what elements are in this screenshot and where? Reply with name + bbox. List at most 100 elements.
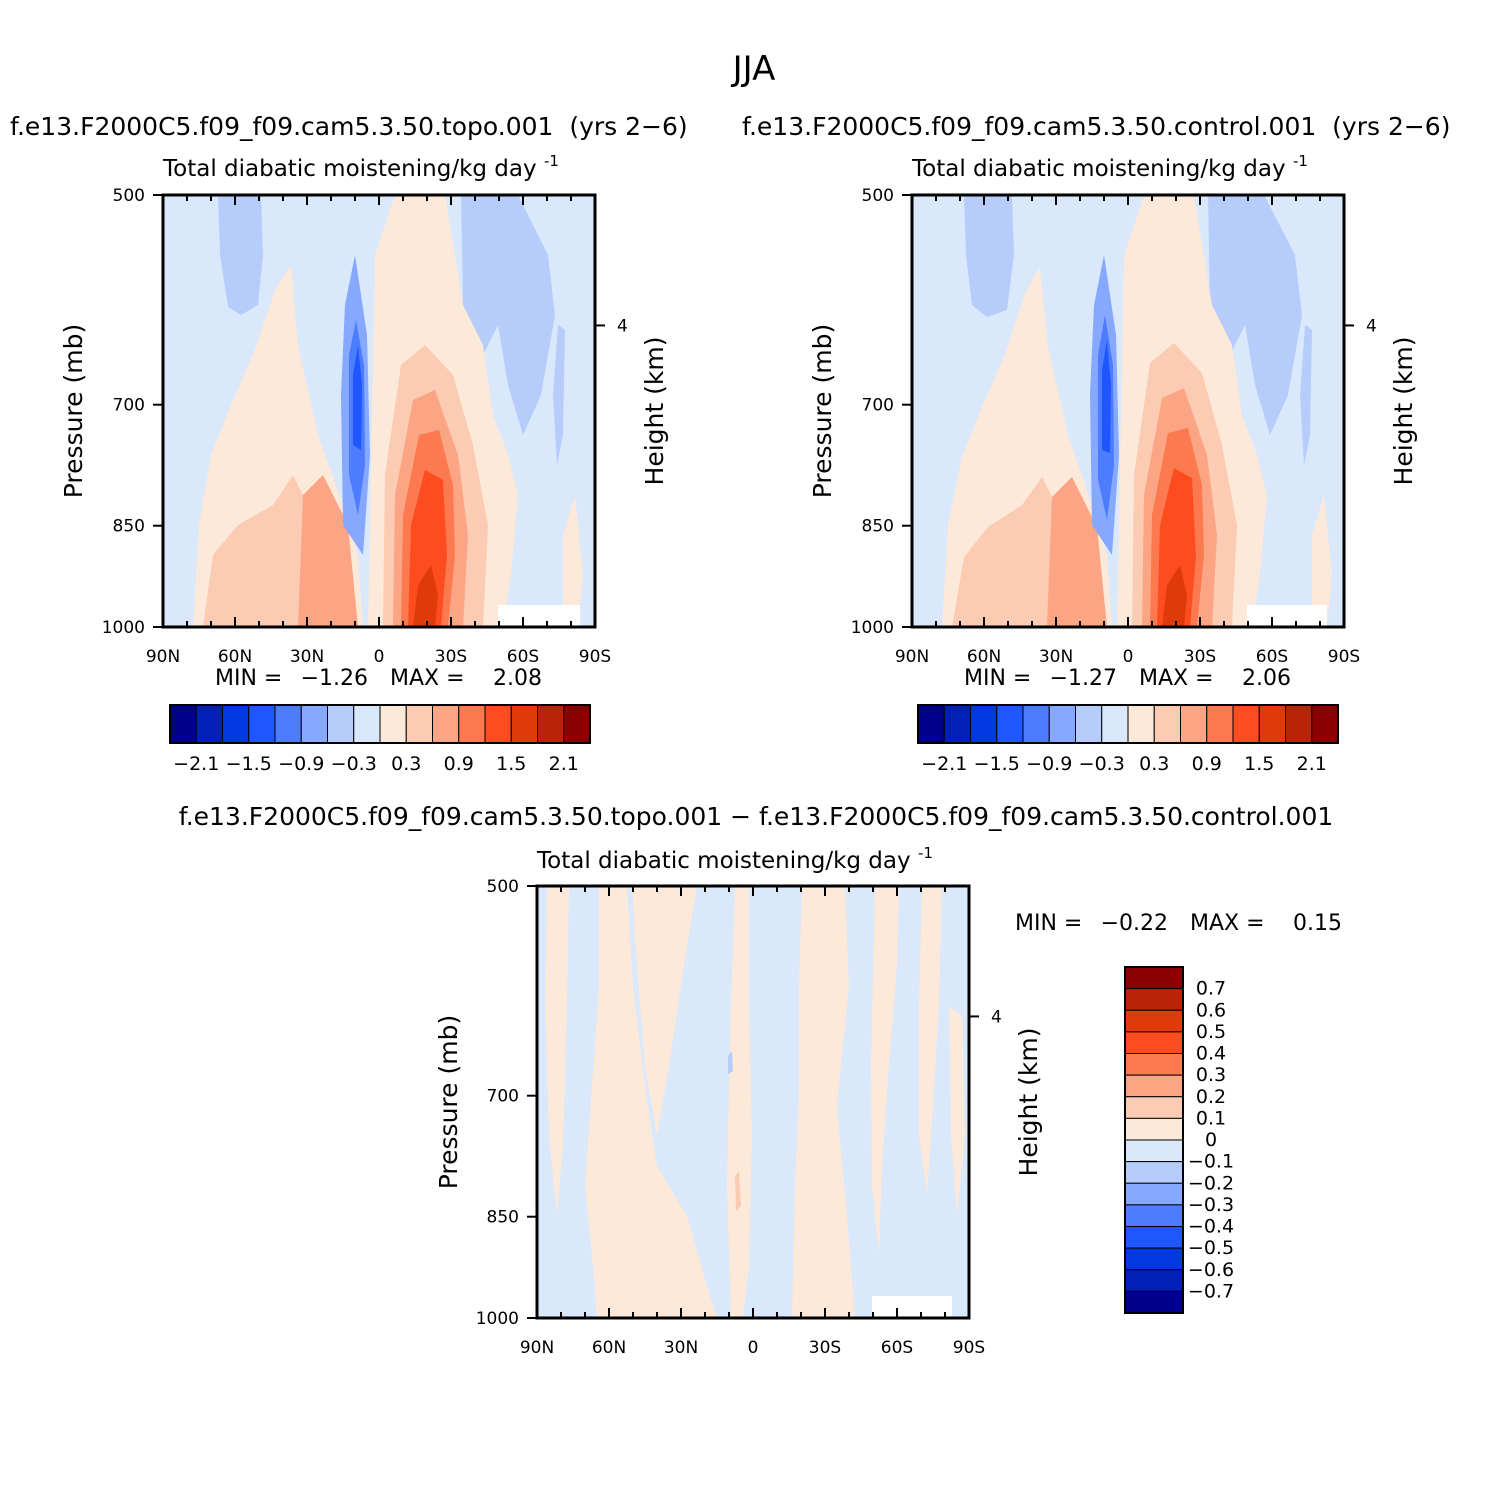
- colorbar-tick-label: 2.1: [1297, 753, 1327, 775]
- colorbar-swatch: [1124, 1031, 1184, 1054]
- x-tick-label: 60N: [592, 1338, 626, 1358]
- panel-topo-max-value: 2.08: [493, 666, 542, 691]
- field-missing-region: [1247, 605, 1327, 627]
- colorbar-tick-label: −2.1: [173, 753, 219, 775]
- panel-difference-axes: 90N 60N 30N 0 30S 60S 90S 500 700 850 1000 4: [476, 877, 1002, 1358]
- y-tick-label: 500: [487, 877, 519, 897]
- panel-difference-title: Total diabatic moistening/kg day -1: [536, 844, 933, 874]
- x-tick-label: 60N: [218, 647, 252, 667]
- panel-topo-y2-label: Height (km): [640, 337, 669, 486]
- panel-topo-max-label: MAX =: [390, 666, 465, 691]
- colorbar-tick-label: −0.3: [1079, 753, 1125, 775]
- colorbar-tick-label: −2.1: [921, 753, 967, 775]
- colorbar-frame: [1124, 966, 1184, 1314]
- colorbar-swatch: [1180, 704, 1208, 744]
- colorbar-tick-label: 0.9: [1192, 753, 1222, 775]
- field-neg-band-sh: [461, 195, 555, 435]
- field-pos-strip-3: [632, 886, 697, 1136]
- colorbar-swatch: [1022, 704, 1050, 744]
- y-tick-label: 850: [113, 517, 145, 537]
- panel-control-x-axis: 90N 60N 30N 0 30S 60S 90S: [895, 195, 1360, 667]
- x-tick-label: 90S: [1328, 647, 1360, 667]
- colorbar-tick-label: 0.2: [1196, 1086, 1226, 1108]
- panel-difference-max-value: 0.15: [1293, 911, 1342, 936]
- panel-control-header: f.e13.F2000C5.f09_f09.cam5.3.50.control.…: [742, 112, 1450, 141]
- colorbar-swatch: [1258, 704, 1286, 744]
- colorbar-tick-label: 0.5: [1196, 1021, 1226, 1043]
- field-pos-band-sh-small: [563, 495, 583, 627]
- y2-tick-label: 4: [1366, 316, 1377, 336]
- panel-difference-colorbar: 0.70.60.50.40.30.20.10−0.1−0.2−0.3−0.4−0…: [1124, 966, 1234, 1314]
- colorbar-swatch: [1124, 1182, 1184, 1206]
- x-tick-label: 30S: [435, 647, 467, 667]
- panel-topo-x-axis: 90N 60N 30N 0 30S 60S 90S: [146, 195, 611, 667]
- colorbar-swatch: [1124, 1053, 1184, 1076]
- field-pos-strip-6: [871, 886, 899, 1256]
- y-tick-label: 1000: [102, 618, 145, 638]
- colorbar-swatch: [458, 704, 486, 744]
- colorbar-swatch: [1124, 1204, 1184, 1227]
- panel-difference-y-axis: 500 700 850 1000 4: [476, 877, 1002, 1329]
- colorbar-frame: [169, 704, 591, 744]
- colorbar-tick-label: 2.1: [549, 753, 579, 775]
- colorbar-swatch: [432, 704, 460, 744]
- x-tick-label: 90N: [520, 1338, 554, 1358]
- colorbar-tick-label: 0.6: [1196, 999, 1226, 1021]
- x-tick-label: 60N: [967, 647, 1001, 667]
- colorbar-swatch: [943, 704, 971, 744]
- colorbar-swatch: [1124, 1269, 1184, 1292]
- colorbar-tick-label: −0.2: [1188, 1172, 1234, 1194]
- y-tick-label: 850: [487, 1208, 519, 1228]
- x-tick-label: 60S: [1256, 647, 1288, 667]
- panel-control-min-value: −1.27: [1050, 666, 1117, 691]
- colorbar-tick-label: 0.3: [391, 753, 421, 775]
- colorbar-swatch: [195, 704, 223, 744]
- x-tick-label: 30N: [664, 1338, 698, 1358]
- panel-topo-field: [163, 195, 595, 627]
- panel-control-y-axis: 500 700 850 1000 4: [851, 186, 1377, 638]
- panel-topo-y-label: Pressure (mb): [59, 324, 88, 498]
- y-tick-label: 700: [113, 396, 145, 416]
- panel-difference: f.e13.F2000C5.f09_f09.cam5.3.50.topo.001…: [179, 802, 1342, 1358]
- panel-topo-title-text: Total diabatic moistening/kg day: [162, 156, 537, 182]
- colorbar-tick-label: −0.3: [1188, 1194, 1234, 1216]
- field-pos3-nh: [298, 475, 358, 627]
- x-tick-label: 90N: [146, 647, 180, 667]
- field-neg-band-nh: [218, 195, 263, 315]
- panel-difference-title-text: Total diabatic moistening/kg day: [536, 848, 911, 874]
- panel-difference-max-label: MAX =: [1190, 911, 1265, 936]
- panel-control-title-text: Total diabatic moistening/kg day: [911, 156, 1286, 182]
- y2-tick-label: 4: [991, 1007, 1002, 1027]
- field-pos-strip-4: [727, 886, 752, 1318]
- panel-topo-min-label: MIN =: [215, 666, 282, 691]
- colorbar-tick-label: 0.3: [1139, 753, 1169, 775]
- y-tick-label: 1000: [476, 1309, 519, 1329]
- field-pos-strip-2: [585, 886, 717, 1318]
- colorbar-swatch: [1124, 1247, 1184, 1271]
- colorbar-swatch: [1124, 1226, 1184, 1249]
- colorbar-swatch: [353, 704, 381, 744]
- colorbar-swatch: [248, 704, 276, 744]
- field-pos-strip-8: [949, 1006, 965, 1216]
- colorbar-tick-label: −0.6: [1188, 1259, 1234, 1281]
- colorbar-tick-label: 0.7: [1196, 978, 1226, 1000]
- colorbar-swatch: [1153, 704, 1181, 744]
- colorbar-swatch: [1124, 1161, 1184, 1184]
- field-neg-band-sh2: [553, 325, 565, 465]
- panel-topo-axes: 90N 60N 30N 0 30S 60S 90S 500 700 850 1000 4: [102, 186, 628, 667]
- field-missing-region: [498, 605, 580, 627]
- y-tick-label: 500: [862, 186, 894, 206]
- field-pos-strip-5: [792, 886, 855, 1318]
- x-tick-label: 90N: [895, 647, 929, 667]
- panel-control-title: Total diabatic moistening/kg day -1: [911, 152, 1308, 182]
- panel-topo-header: f.e13.F2000C5.f09_f09.cam5.3.50.topo.001…: [10, 112, 688, 141]
- panel-difference-field: [537, 886, 969, 1318]
- colorbar-swatch: [1124, 988, 1184, 1011]
- colorbar-tick-label: −0.3: [331, 753, 377, 775]
- panel-control-max-value: 2.06: [1242, 666, 1291, 691]
- panel-difference-stats: MIN = −0.22 MAX = 0.15: [1015, 911, 1342, 936]
- colorbar-tick-label: −1.5: [974, 753, 1020, 775]
- colorbar-tick-label: 0.9: [444, 753, 474, 775]
- x-tick-label: 30S: [1184, 647, 1216, 667]
